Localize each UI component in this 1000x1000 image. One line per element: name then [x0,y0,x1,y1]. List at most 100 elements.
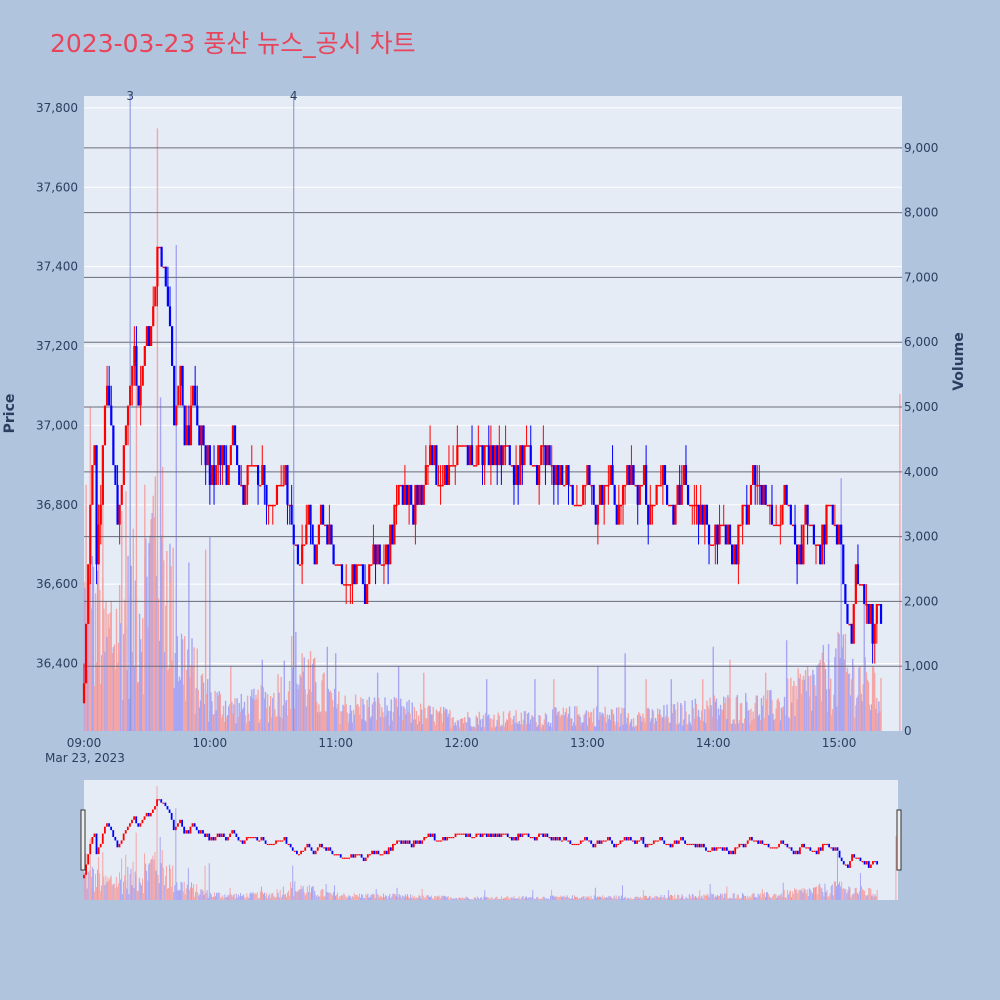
range-slider-candle [646,843,649,848]
range-slider-candle [442,837,444,841]
range-slider-candle [106,823,108,827]
candle-body [191,385,195,406]
news-marker-label[interactable]: 3 [126,89,134,103]
candle-body [550,465,553,467]
volume-tick-label: 7,000 [904,270,938,284]
price-tick-label: 36,800 [36,498,78,512]
range-slider-candle [682,837,684,841]
volume-tick-label: 8,000 [904,206,938,220]
range-slider-candle [158,799,161,801]
range-slider-candle [776,847,778,849]
candle-body [504,445,507,447]
candle-body [485,445,488,447]
range-slider-candle [325,847,328,851]
range-slider-candle [609,837,611,841]
candle-body [701,504,704,525]
candle-body [814,544,818,546]
candle-body [210,465,214,485]
range-slider[interactable] [84,780,898,900]
range-slider-candle [348,857,350,859]
candle-body [175,405,178,426]
range-slider-candle [396,840,398,844]
range-slider-candle [202,830,204,834]
candle-body [324,524,327,527]
candle-body [154,286,157,307]
candle-body [105,385,109,406]
candle-body [865,604,868,606]
range-slider-candle [540,833,542,835]
range-slider-left-handle[interactable] [80,809,86,871]
candle-body [403,484,407,505]
range-slider-candle [321,843,323,848]
range-slider-candle [412,840,415,848]
candle-body [733,544,736,565]
range-slider-candle [241,840,244,844]
candle-body [634,484,637,487]
candle-body [238,465,241,485]
candle-body [674,504,677,525]
range-slider-right-handle[interactable] [896,809,902,871]
candle-body [473,465,476,467]
candle-body [284,465,287,485]
range-slider-candle [705,847,707,851]
range-slider-candle [707,850,709,852]
range-slider-candle [197,830,200,834]
range-slider-candle [120,840,123,844]
range-slider-candle [124,830,127,834]
main-plot-area[interactable] [84,96,902,731]
candle-body [384,544,388,565]
candle-body [87,564,90,624]
range-slider-candle [725,847,728,851]
candle-body [298,564,302,566]
range-slider-candle [392,843,394,851]
range-slider-candle [431,833,434,837]
news-marker-label[interactable]: 4 [290,89,298,103]
candle-body [464,445,467,447]
volume-tick-label: 3,000 [904,530,938,544]
volume-tick-label: 6,000 [904,335,938,349]
range-slider-candle [214,837,217,841]
range-slider-candle [126,826,129,831]
candle-body [131,365,134,386]
candle-body [559,465,562,485]
range-slider-candle [869,864,872,868]
candle-body [292,524,295,545]
range-slider-candle [857,857,860,859]
range-slider-candle [657,840,659,842]
range-slider-candle [162,802,165,804]
range-slider-candle [114,837,117,841]
range-slider-candle [519,833,522,837]
candle-body [577,504,581,507]
range-slider-candle [323,847,325,849]
candle-body [162,266,165,269]
candle-body [749,484,753,505]
range-slider-candle [590,840,593,844]
range-slider-candle [834,847,837,851]
candle-body [768,504,771,507]
candle-body [695,504,698,507]
range-slider-candle [765,843,768,846]
candle-body [640,484,644,487]
range-slider-candle [306,843,309,848]
range-slider-candle [174,826,177,831]
candle-body [783,484,786,505]
range-slider-candle [680,837,682,841]
range-slider-candle [719,847,722,849]
range-slider-candle [337,854,340,856]
candle-body [630,465,633,485]
range-slider-candle [375,850,378,855]
candle-body [743,504,746,507]
candle-body [766,504,769,507]
candle-body [846,604,849,624]
candle-body [621,484,625,505]
range-slider-candle [769,847,772,849]
candle-body [728,524,732,545]
range-slider-handles[interactable] [80,809,902,871]
candle-body [756,484,759,487]
range-slider-candle [556,837,559,841]
candle-body [514,465,518,485]
range-slider-candle [289,843,292,848]
candle-body [414,484,417,525]
candle-body [661,465,664,485]
